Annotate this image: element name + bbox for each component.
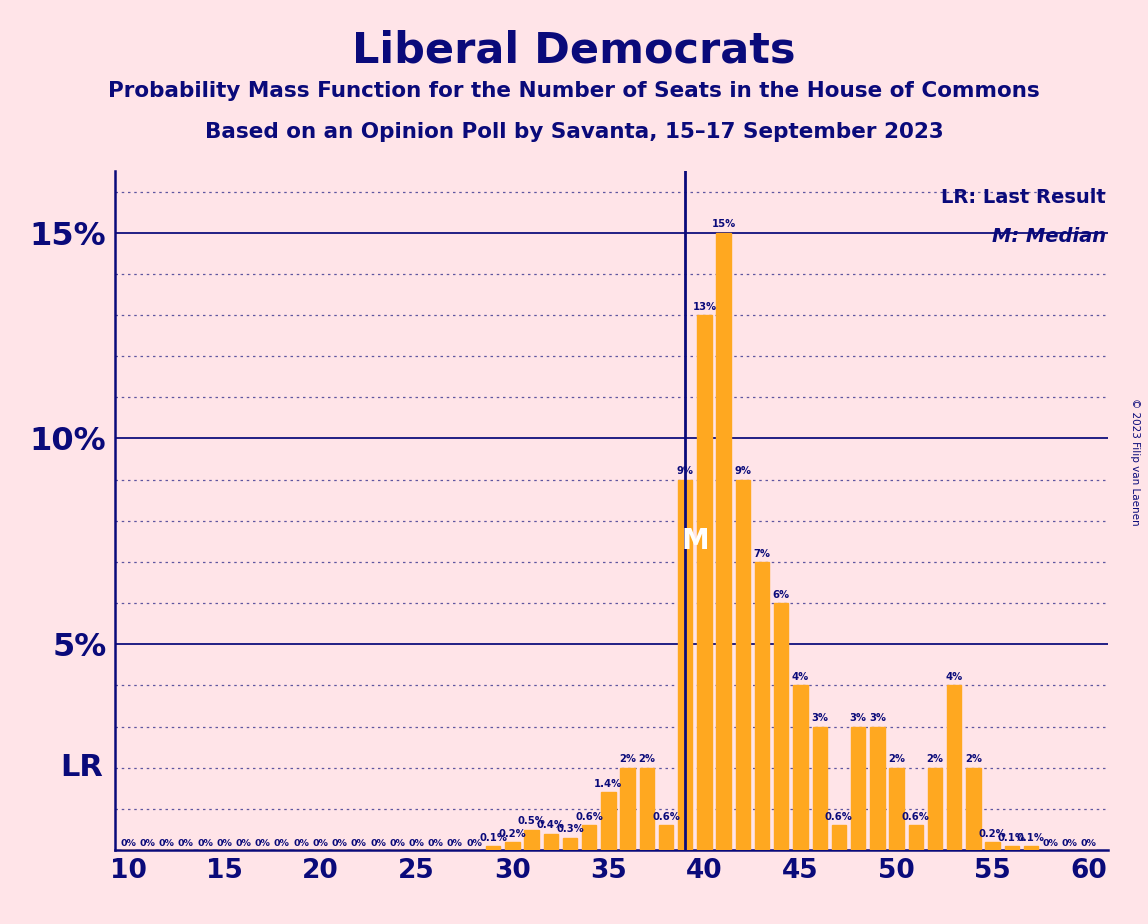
Text: 4%: 4% (792, 672, 809, 682)
Bar (774, 603, 789, 850)
Text: M: M (681, 528, 708, 555)
Text: 0.1%: 0.1% (998, 833, 1026, 843)
Text: 0%: 0% (1042, 839, 1058, 848)
Text: 0%: 0% (158, 839, 174, 848)
Text: 3%: 3% (812, 713, 828, 723)
Text: 0.3%: 0.3% (556, 824, 584, 834)
Bar (1024, 846, 1038, 850)
Text: 3%: 3% (850, 713, 867, 723)
Bar (851, 726, 866, 850)
Text: 0%: 0% (274, 839, 289, 848)
Text: 0%: 0% (1062, 839, 1077, 848)
Bar (563, 838, 577, 850)
Bar (755, 562, 769, 850)
Bar (831, 825, 846, 850)
Text: 0%: 0% (332, 839, 348, 848)
Bar (947, 686, 961, 850)
Text: 2%: 2% (619, 755, 636, 764)
Text: 6%: 6% (773, 590, 790, 600)
Text: Probability Mass Function for the Number of Seats in the House of Commons: Probability Mass Function for the Number… (108, 81, 1040, 102)
Bar (985, 842, 1000, 850)
Bar (793, 686, 808, 850)
Text: 0%: 0% (255, 839, 271, 848)
Text: 0%: 0% (197, 839, 214, 848)
Text: 2%: 2% (889, 755, 905, 764)
Bar (908, 825, 923, 850)
Text: 7%: 7% (753, 549, 770, 559)
Bar (1004, 846, 1019, 850)
Text: 0%: 0% (466, 839, 482, 848)
Text: 0%: 0% (312, 839, 328, 848)
Text: 0%: 0% (1080, 839, 1096, 848)
Text: Based on an Opinion Poll by Savanta, 15–17 September 2023: Based on an Opinion Poll by Savanta, 15–… (204, 122, 944, 142)
Bar (716, 233, 731, 850)
Text: 4%: 4% (946, 672, 963, 682)
Bar (928, 768, 943, 850)
Bar (659, 825, 673, 850)
Bar (525, 830, 538, 850)
Bar (967, 768, 980, 850)
Text: LR: LR (60, 753, 103, 783)
Text: 0%: 0% (216, 839, 232, 848)
Text: 0%: 0% (235, 839, 251, 848)
Bar (736, 480, 750, 850)
Text: 0%: 0% (370, 839, 386, 848)
Bar (582, 825, 597, 850)
Text: 0%: 0% (409, 839, 425, 848)
Text: © 2023 Filip van Laenen: © 2023 Filip van Laenen (1130, 398, 1140, 526)
Text: 0.6%: 0.6% (825, 812, 853, 822)
Text: LR: Last Result: LR: Last Result (941, 188, 1106, 207)
Text: 0.5%: 0.5% (518, 816, 545, 826)
Text: 0.6%: 0.6% (902, 812, 930, 822)
Text: 3%: 3% (869, 713, 886, 723)
Text: 0%: 0% (293, 839, 309, 848)
Text: 0.4%: 0.4% (537, 821, 565, 831)
Text: 0%: 0% (389, 839, 405, 848)
Text: 0.2%: 0.2% (498, 829, 526, 839)
Text: 0.6%: 0.6% (575, 812, 603, 822)
Bar (486, 846, 501, 850)
Text: 13%: 13% (692, 302, 716, 311)
Bar (544, 833, 558, 850)
Text: 0%: 0% (178, 839, 194, 848)
Text: 0%: 0% (121, 839, 137, 848)
Text: M: Median: M: Median (992, 226, 1106, 246)
Bar (678, 480, 692, 850)
Text: 0.6%: 0.6% (652, 812, 680, 822)
Text: 2%: 2% (926, 755, 944, 764)
Bar (870, 726, 885, 850)
Bar (639, 768, 654, 850)
Text: 0.1%: 0.1% (1017, 833, 1045, 843)
Text: 1.4%: 1.4% (595, 779, 622, 789)
Bar (890, 768, 903, 850)
Text: 0%: 0% (447, 839, 463, 848)
Bar (697, 315, 712, 850)
Text: 15%: 15% (712, 219, 736, 229)
Text: Liberal Democrats: Liberal Democrats (352, 30, 796, 71)
Text: 0%: 0% (427, 839, 443, 848)
Text: 0%: 0% (140, 839, 155, 848)
Text: 0%: 0% (351, 839, 366, 848)
Text: 9%: 9% (677, 467, 693, 477)
Text: 9%: 9% (735, 467, 752, 477)
Text: 2%: 2% (638, 755, 656, 764)
Text: 0.1%: 0.1% (479, 833, 507, 843)
Bar (602, 793, 615, 850)
Bar (813, 726, 827, 850)
Bar (505, 842, 520, 850)
Text: 0.2%: 0.2% (979, 829, 1007, 839)
Bar (620, 768, 635, 850)
Text: 2%: 2% (964, 755, 982, 764)
